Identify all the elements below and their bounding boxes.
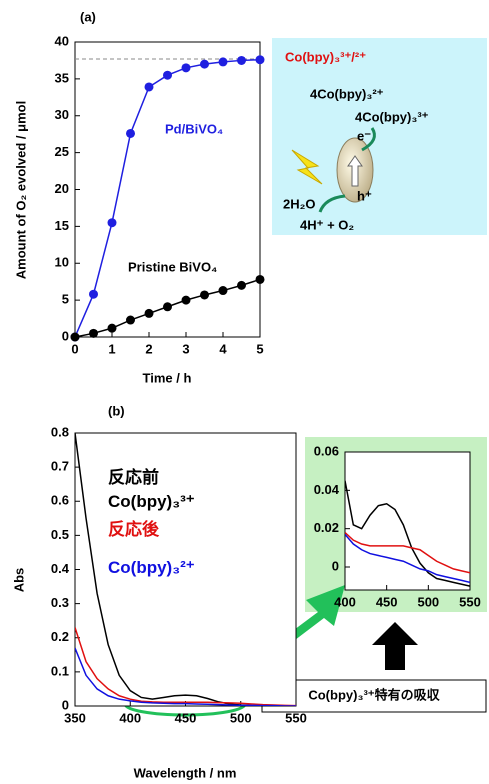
x-tick-label: 550 bbox=[285, 710, 307, 725]
series-line bbox=[345, 533, 470, 584]
x-tick-label: 2 bbox=[145, 341, 152, 356]
y-tick-label: 0.7 bbox=[51, 459, 69, 474]
annotation: h⁺ bbox=[357, 188, 372, 203]
annotation: Co(bpy)₃³⁺/²⁺ bbox=[285, 49, 366, 64]
legend-entry: 反応後 bbox=[108, 520, 159, 539]
y-tick-label: 0.06 bbox=[314, 443, 339, 458]
series-label: Pd/BiVO₄ bbox=[165, 121, 223, 136]
data-point bbox=[237, 55, 246, 65]
x-tick-label: 350 bbox=[64, 710, 86, 725]
y-tick-label: 0.8 bbox=[51, 424, 69, 439]
y-tick-label: 10 bbox=[55, 255, 69, 270]
x-tick-label: 1 bbox=[108, 341, 115, 356]
data-point bbox=[218, 57, 228, 67]
x-tick-label: 0 bbox=[71, 341, 78, 356]
annotation: 4H⁺ + O₂ bbox=[300, 217, 354, 232]
x-tick-label: 3 bbox=[182, 341, 189, 356]
panel-label: (b) bbox=[108, 403, 125, 418]
x-tick-label: 500 bbox=[417, 594, 439, 609]
data-point bbox=[70, 332, 80, 342]
electron-arrow bbox=[361, 127, 376, 152]
data-point bbox=[126, 128, 135, 138]
y-tick-label: 0.2 bbox=[51, 629, 69, 644]
data-point bbox=[237, 280, 246, 290]
y-tick-label: 0 bbox=[62, 697, 69, 712]
y-tick-label: 0.3 bbox=[51, 595, 69, 610]
y-tick-label: 0.1 bbox=[51, 663, 69, 678]
x-tick-label: 400 bbox=[119, 710, 141, 725]
data-point bbox=[200, 59, 209, 69]
data-point bbox=[144, 308, 154, 318]
x-axis-label: Time / h bbox=[143, 370, 192, 385]
x-tick-label: 550 bbox=[459, 594, 481, 609]
label-box bbox=[261, 679, 487, 713]
x-axis-label: Wavelength / nm bbox=[134, 765, 237, 780]
scheme-box bbox=[272, 38, 487, 235]
series-line bbox=[345, 531, 470, 574]
data-point bbox=[163, 302, 172, 312]
data-point bbox=[107, 323, 117, 333]
x-tick-label: 5 bbox=[256, 341, 263, 356]
x-tick-label: 500 bbox=[230, 710, 252, 725]
y-axis-label: Abs bbox=[11, 568, 26, 593]
annotation: 2H₂O bbox=[283, 196, 316, 211]
hole-arrow bbox=[318, 194, 346, 213]
excitation-arrow bbox=[347, 155, 363, 187]
y-tick-label: 0.4 bbox=[51, 561, 70, 576]
data-point bbox=[255, 55, 265, 65]
y-tick-label: 0.04 bbox=[314, 482, 340, 497]
plot-frame bbox=[74, 41, 261, 338]
x-tick-label: 450 bbox=[376, 594, 398, 609]
data-point bbox=[126, 315, 135, 325]
light-bolt bbox=[291, 149, 323, 185]
up-arrow bbox=[372, 622, 418, 670]
data-point bbox=[89, 328, 98, 338]
data-point bbox=[255, 274, 265, 284]
legend-entry: 反応前 Co(bpy)₃³⁺ bbox=[108, 468, 195, 511]
y-tick-label: 0 bbox=[62, 328, 69, 343]
series-line bbox=[345, 480, 470, 587]
annotation: e⁻ bbox=[357, 128, 371, 143]
plot-frame bbox=[74, 432, 297, 707]
y-tick-label: 20 bbox=[55, 181, 69, 196]
y-tick-label: 0.5 bbox=[51, 527, 69, 542]
data-point bbox=[163, 70, 172, 80]
data-point bbox=[89, 289, 98, 299]
y-tick-label: 0.6 bbox=[51, 493, 69, 508]
legend-entry: Co(bpy)₃²⁺ bbox=[108, 558, 195, 577]
y-tick-label: 0 bbox=[332, 558, 339, 573]
series-line bbox=[75, 627, 296, 706]
x-tick-label: 400 bbox=[334, 594, 356, 609]
y-tick-label: 5 bbox=[62, 292, 69, 307]
data-point bbox=[218, 286, 228, 296]
annotation: Co(bpy)₃³⁺特有の吸収 bbox=[308, 687, 440, 702]
y-tick-label: 35 bbox=[55, 70, 69, 85]
data-point bbox=[107, 218, 117, 228]
y-tick-label: 15 bbox=[55, 218, 69, 233]
y-tick-label: 40 bbox=[55, 33, 69, 48]
data-point bbox=[181, 295, 191, 305]
data-point bbox=[181, 63, 191, 73]
y-axis-label: Amount of O₂ evolved / μmol bbox=[13, 101, 28, 279]
series-line bbox=[75, 647, 296, 706]
series-label: Pristine BiVO₄ bbox=[128, 259, 217, 274]
y-tick-label: 0.02 bbox=[314, 520, 339, 535]
x-tick-label: 450 bbox=[175, 710, 197, 725]
y-tick-label: 30 bbox=[55, 107, 69, 122]
plot-frame bbox=[344, 451, 471, 591]
annotation: 4Co(bpy)₃³⁺ bbox=[355, 109, 429, 124]
annotation: 4Co(bpy)₃²⁺ bbox=[310, 86, 384, 101]
panel-label: (a) bbox=[80, 9, 96, 24]
data-point bbox=[200, 290, 209, 300]
y-tick-label: 25 bbox=[55, 144, 69, 159]
data-point bbox=[144, 82, 154, 92]
x-tick-label: 4 bbox=[219, 341, 227, 356]
